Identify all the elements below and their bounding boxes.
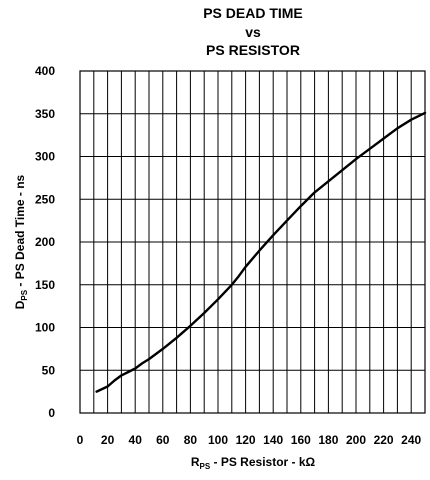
- x-axis-label: RPS - PS Resistor - kΩ: [191, 455, 316, 471]
- title-line-3: PS RESISTOR: [206, 42, 300, 58]
- y-tick-label: 150: [35, 278, 55, 292]
- x-tick-label: 60: [156, 433, 170, 447]
- x-tick-label: 20: [101, 433, 115, 447]
- grid: [80, 71, 425, 413]
- title-line-1: PS DEAD TIME: [203, 5, 303, 21]
- plot-frame: [79, 70, 426, 414]
- x-tick-label: 40: [129, 433, 143, 447]
- y-tick-label: 400: [35, 64, 55, 78]
- x-tick-label: 200: [346, 433, 366, 447]
- y-tick-label: 350: [35, 107, 55, 121]
- tick-labels: 0 20 40 60 80 100 120 140 160 180 200 220 240 0 50 100 1…: [35, 64, 422, 447]
- y-tick-label: 100: [35, 321, 55, 335]
- x-tick-label: 240: [401, 433, 421, 447]
- series-layer: [95, 111, 427, 393]
- x-tick-label: 180: [318, 433, 338, 447]
- x-tick-label: 120: [236, 433, 256, 447]
- series-line: [95, 111, 427, 393]
- y-tick-label: 200: [35, 235, 55, 249]
- y-tick-label: 0: [48, 406, 55, 420]
- y-tick-label: 50: [42, 363, 56, 377]
- y-tick-label: 250: [35, 192, 55, 206]
- x-tick-label: 100: [208, 433, 228, 447]
- title-line-2: vs: [245, 24, 261, 40]
- x-tick-label: 220: [374, 433, 394, 447]
- x-tick-label: 80: [184, 433, 198, 447]
- x-tick-label: 160: [291, 433, 311, 447]
- x-tick-label: 140: [263, 433, 283, 447]
- y-axis-label: DPS - PS Dead Time - ns: [13, 174, 29, 309]
- chart-title: PS DEAD TIME vs PS RESISTOR: [203, 5, 303, 58]
- y-tick-label: 300: [35, 150, 55, 164]
- x-tick-label: 0: [77, 433, 84, 447]
